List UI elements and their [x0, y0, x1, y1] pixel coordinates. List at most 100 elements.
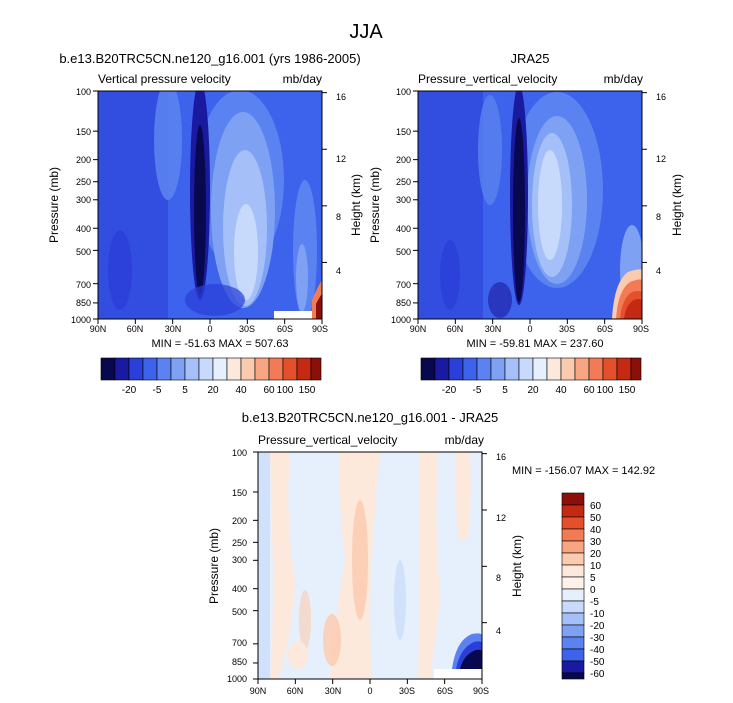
- model-y-tick-label: 300: [76, 195, 91, 205]
- model-y-tick-label: 500: [76, 247, 91, 257]
- obs-y2-tick-label: 12: [656, 154, 666, 164]
- colorbar-label: -30: [590, 633, 605, 644]
- diff-right-label: mb/day: [445, 433, 484, 447]
- obs-x-tick-label: 30N: [485, 324, 502, 334]
- colorbar-label: -50: [590, 657, 605, 668]
- model-y-tick-label: 100: [76, 87, 91, 97]
- obs-y2-axis: 16 12 8 4 Height (km): [656, 92, 684, 276]
- colorbar-swatch: [561, 492, 585, 506]
- colorbar-label: 100: [597, 385, 614, 396]
- diff-y-tick-label: 500: [232, 607, 247, 617]
- obs-y2-tick-label: 4: [656, 266, 661, 276]
- model-y2-tick-label: 4: [336, 266, 341, 276]
- obs-y-tick-label: 250: [396, 177, 411, 187]
- colorbar-swatch: [561, 612, 585, 626]
- colorbar-label: -20: [590, 621, 605, 632]
- model-y-tick-label: 200: [76, 155, 91, 165]
- obs-y-tick-label: 1000: [391, 315, 411, 325]
- colorbar-label: 10: [590, 561, 602, 572]
- diff-y2-axis-label: Height (km): [510, 535, 524, 597]
- obs-x-tick-label: 60S: [597, 324, 613, 334]
- colorbar-swatch: [561, 600, 585, 614]
- diff-y-tick-label: 100: [232, 448, 247, 458]
- panel-diff: b.e13.B20TRC5CN.ne120_g16.001 - JRA25 Pr…: [207, 410, 655, 696]
- diff-y2-tick-label: 4: [496, 626, 501, 636]
- model-x-tick-label: 60S: [277, 324, 293, 334]
- colorbar-swatch: [561, 576, 585, 590]
- obs-y2-tick-label: 8: [656, 212, 661, 222]
- colorbar-swatch: [462, 357, 478, 381]
- model-stats: MIN = -51.63 MAX = 507.63: [152, 338, 289, 350]
- diff-x-tick-label: 90N: [250, 686, 267, 696]
- colorbar-label: 40: [590, 525, 602, 536]
- diff-x-tick-label: 30N: [325, 686, 342, 696]
- colorbar-swatch: [561, 552, 585, 566]
- diff-y-axis: 100 150 200 250 300 400 500 700 850 1000…: [207, 448, 247, 684]
- obs-x-axis: 90N 60N 30N 0 30S 60S 90S: [410, 324, 649, 334]
- colorbar-label: 0: [590, 585, 596, 596]
- model-y2-axis-label: Height (km): [349, 174, 363, 236]
- obs-title: JRA25: [510, 51, 549, 66]
- model-y-tick-label: 150: [76, 127, 91, 137]
- colorbar-swatch: [561, 528, 585, 542]
- model-y2-tick-label: 16: [336, 92, 346, 102]
- model-y-tick-label: 700: [76, 280, 91, 290]
- diff-y-tick-label: 150: [232, 488, 247, 498]
- colorbar-label: 20: [207, 385, 219, 396]
- diff-y2-tick-label: 8: [496, 573, 501, 583]
- colorbar-swatch: [616, 357, 632, 381]
- obs-x-tick-label: 60N: [447, 324, 464, 334]
- colorbar-swatch: [561, 648, 585, 662]
- colorbar-swatch: [546, 357, 562, 381]
- colorbar-swatch: [504, 357, 520, 381]
- figure-title: JJA: [349, 21, 383, 43]
- obs-y-tick-label: 150: [396, 127, 411, 137]
- obs-y-tick-label: 200: [396, 155, 411, 165]
- colorbar-swatch: [296, 357, 312, 381]
- colorbar-swatch: [561, 636, 585, 650]
- colorbar-swatch: [561, 516, 585, 530]
- obs-y-axis-label: Pressure (mb): [368, 167, 382, 243]
- colorbar-label: 5: [182, 385, 188, 396]
- diff-y-tick-label: 700: [232, 638, 247, 648]
- model-x-tick-label: 30S: [239, 324, 255, 334]
- model-y-tick-label: 1000: [71, 315, 91, 325]
- colorbar-label: 40: [555, 385, 567, 396]
- model-y-tick-label: 400: [76, 224, 91, 234]
- diff-y-tick-label: 250: [232, 538, 247, 548]
- colorbar-swatch: [561, 660, 585, 674]
- colorbar-label: 60: [590, 501, 602, 512]
- diff-y2-tick-label: 12: [496, 513, 506, 523]
- colorbar-label: 30: [590, 537, 602, 548]
- colorbar-swatch: [561, 540, 585, 554]
- colorbar-label: 50: [590, 513, 602, 524]
- diff-y2-axis: 16 12 8 4 Height (km): [496, 452, 524, 636]
- obs-y-tick-label: 850: [396, 298, 411, 308]
- diff-title: b.e13.B20TRC5CN.ne120_g16.001 - JRA25: [242, 410, 499, 425]
- colorbar-label: 150: [299, 385, 316, 396]
- obs-left-label: Pressure_vertical_velocity: [418, 72, 557, 86]
- colorbar-swatch: [448, 357, 464, 381]
- colorbar-swatch: [114, 357, 130, 381]
- colorbar-swatch: [588, 357, 604, 381]
- colorbar-swatch: [240, 357, 256, 381]
- obs-y-tick-label: 100: [396, 87, 411, 97]
- colorbar-swatch: [490, 357, 506, 381]
- colorbar-label: -20: [442, 385, 457, 396]
- colorbar-swatch: [310, 357, 322, 381]
- colorbar-swatch: [574, 357, 590, 381]
- colorbar-swatch: [212, 357, 228, 381]
- colorbar-swatch: [630, 357, 642, 381]
- colorbar-label: 20: [590, 549, 602, 560]
- diff-x-axis: 90N 60N 30N 0 30S 60S 90S: [250, 686, 489, 696]
- panel-model: b.e13.B20TRC5CN.ne120_g16.001 (yrs 1986-…: [47, 51, 363, 396]
- colorbar-swatch: [128, 357, 144, 381]
- obs-y-tick-label: 500: [396, 247, 411, 257]
- colorbar-label: -10: [590, 609, 605, 620]
- obs-contour-field: [418, 91, 642, 319]
- diff-y-axis-label: Pressure (mb): [207, 528, 221, 604]
- obs-x-tick-label: 30S: [559, 324, 575, 334]
- diff-y2-tick-label: 16: [496, 452, 506, 462]
- diff-stats: MIN = -156.07 MAX = 142.92: [512, 465, 655, 477]
- model-x-tick-label: 60N: [127, 324, 144, 334]
